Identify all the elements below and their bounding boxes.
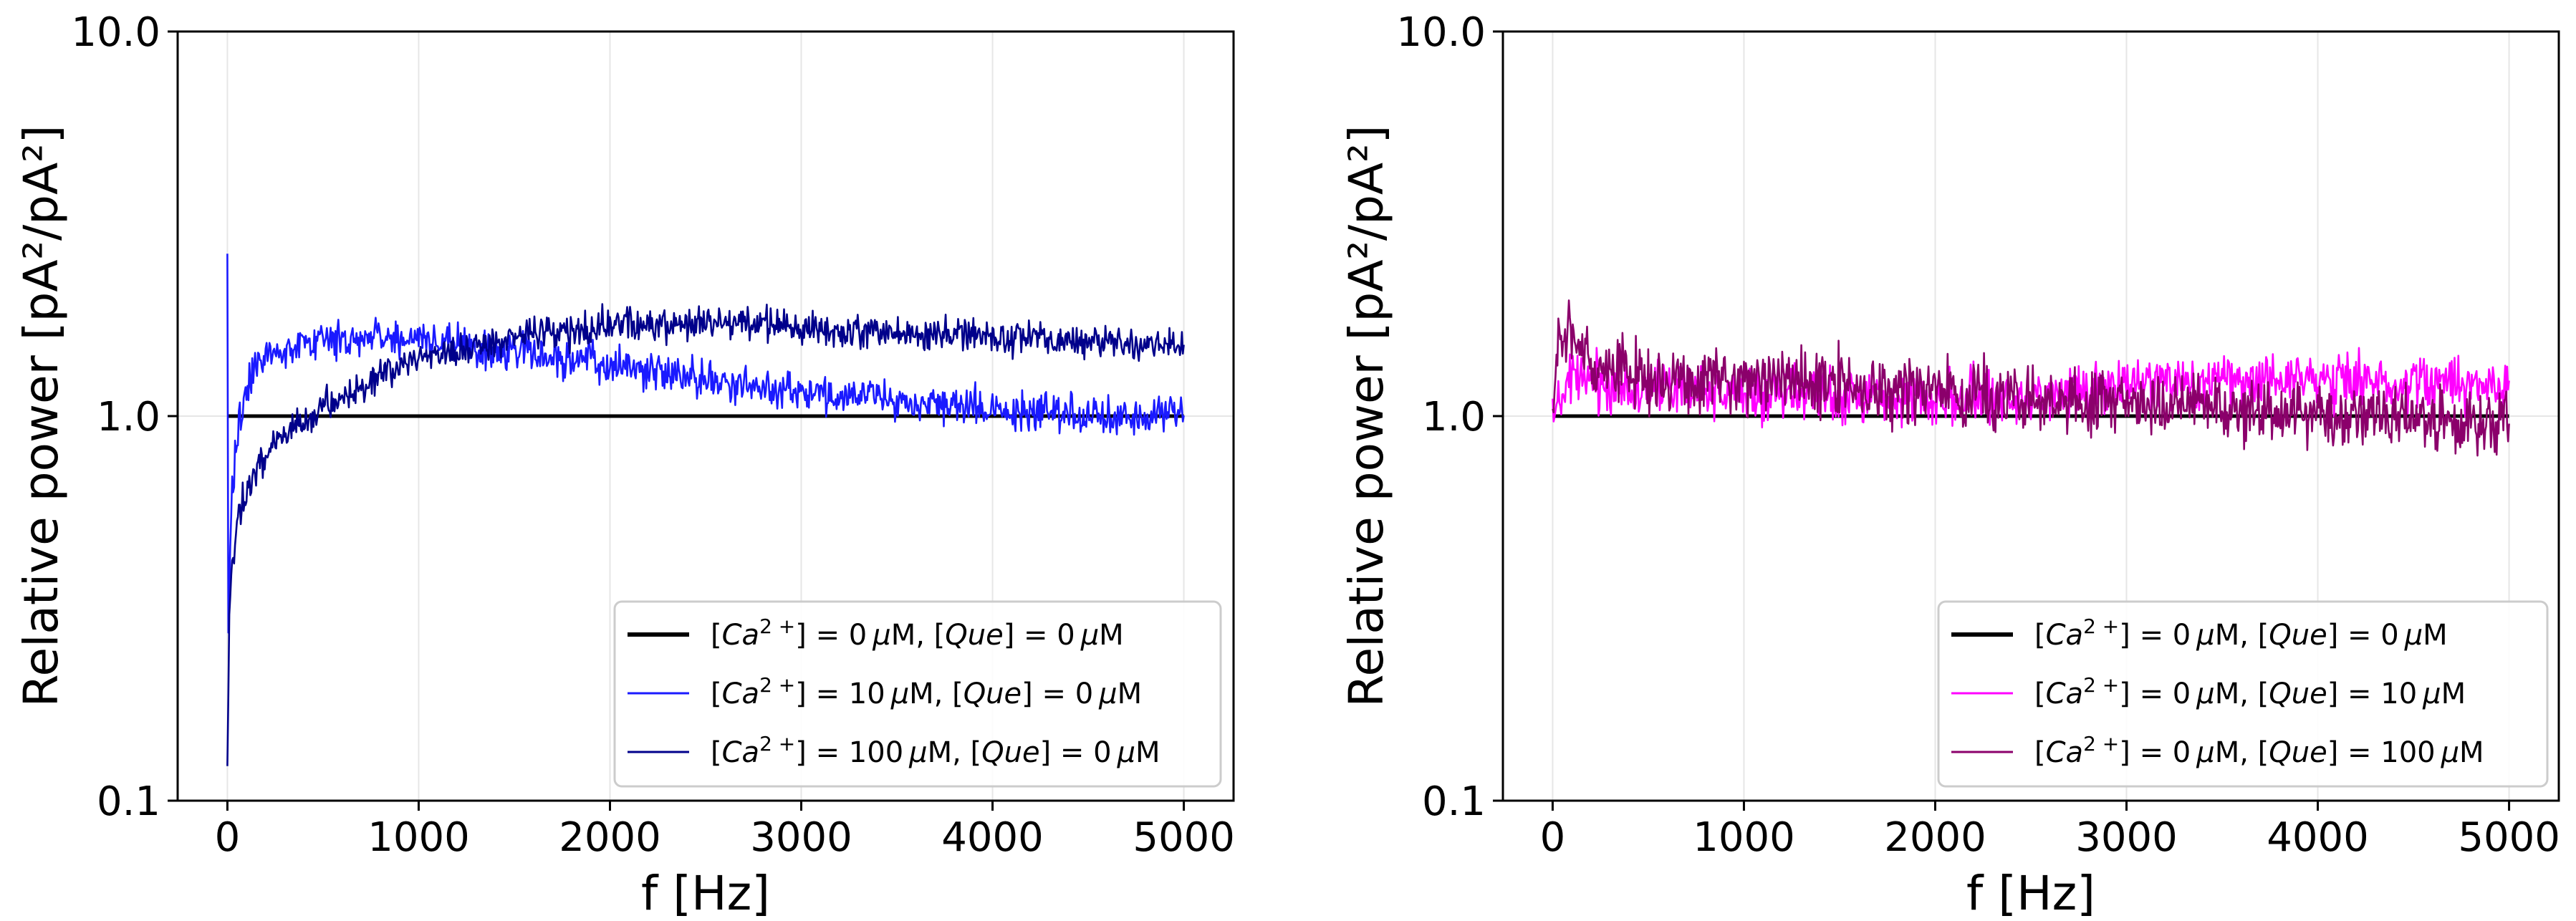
x-tick-label: 4000	[2267, 814, 2369, 861]
x-tick-label: 5000	[1133, 814, 1235, 861]
x-tick-label: 1000	[1693, 814, 1795, 861]
right-chart: 0 1000 2000 3000 4000 5000 0.1 1.0 10.0 f [Hz] Rel…	[1339, 9, 2560, 921]
y-tick-label: 0.1	[97, 778, 160, 825]
series-line-2	[226, 303, 1185, 766]
legend-label-0: [Ca2 +] = 0 μM, [Que] = 0 μM	[711, 614, 1124, 652]
legend-label-1: [Ca2 +] = 0 μM, [Que] = 10 μM	[2034, 673, 2466, 710]
x-tick-label: 3000	[750, 814, 852, 861]
legend-label-2: [Ca2 +] = 100 μM, [Que] = 0 μM	[711, 732, 1160, 769]
legend-box	[613, 600, 1222, 788]
y-tick-label: 1.0	[1422, 394, 1486, 440]
x-tick-label: 0	[215, 814, 241, 861]
y-tick-label: 10.0	[71, 9, 160, 56]
series-line-2	[1552, 299, 2510, 457]
legend: [Ca2 +] = 0 μM, [Que] = 0 μM [Ca2 +] = 10…	[613, 600, 1222, 788]
legend: [Ca2 +] = 0 μM, [Que] = 0 μM [Ca2 +] = 0 …	[1937, 600, 2549, 788]
x-tick-label: 0	[1540, 814, 1566, 861]
x-tick-label: 5000	[2458, 814, 2560, 861]
x-axis-label: f [Hz]	[641, 866, 770, 921]
y-tick-label: 1.0	[97, 394, 160, 440]
x-tick-label: 3000	[2075, 814, 2178, 861]
x-tick-label: 4000	[941, 814, 1044, 861]
left-chart: 0 1000 2000 3000 4000 5000 0.1 1.0 10.0 f [Hz] Rel…	[14, 9, 1235, 921]
legend-label-2: [Ca2 +] = 0 μM, [Que] = 100 μM	[2034, 732, 2484, 769]
x-axis-label: f [Hz]	[1966, 866, 2095, 921]
x-tick-label: 2000	[1884, 814, 1986, 861]
y-axis-label: Relative power [pA²/pA²]	[1339, 125, 1394, 708]
series-line-1	[226, 254, 1185, 634]
x-tick-label: 1000	[367, 814, 470, 861]
y-tick-label: 0.1	[1422, 778, 1486, 825]
legend-label-1: [Ca2 +] = 10 μM, [Que] = 0 μM	[711, 673, 1142, 710]
y-tick-label: 10.0	[1396, 9, 1486, 56]
y-axis-label: Relative power [pA²/pA²]	[14, 125, 69, 708]
legend-box	[1937, 600, 2549, 788]
legend-label-0: [Ca2 +] = 0 μM, [Que] = 0 μM	[2034, 614, 2448, 652]
x-tick-label: 2000	[559, 814, 661, 861]
